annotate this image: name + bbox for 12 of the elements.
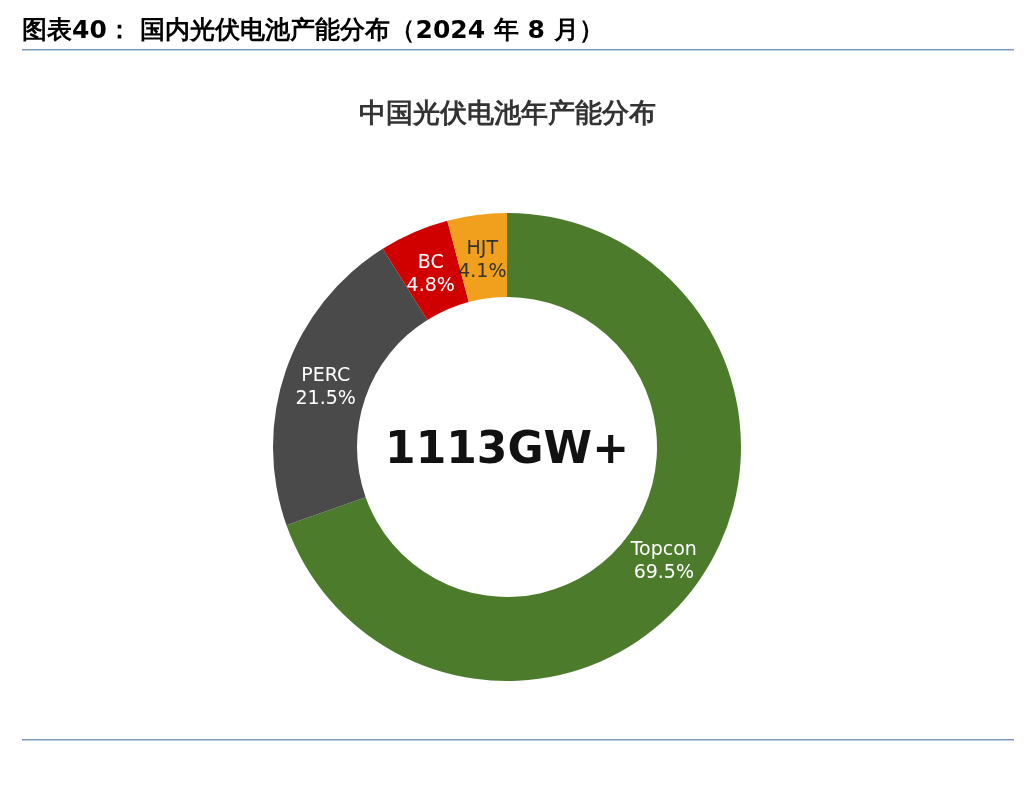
data-label: 69.5% [633,559,695,582]
chart-subtitle: 中国光伏电池年产能分布 [358,97,656,128]
slice-label: Topcon [629,536,697,559]
data-label: 4.8% [406,272,455,295]
donut-slice [286,213,741,681]
slice-label: HJT [466,235,499,258]
slice-label: BC [417,249,444,272]
data-label: 21.5% [295,385,356,408]
slice-label: PERC [301,362,351,385]
text: 1113GW+ [385,422,629,473]
chart-title: 图表40： 国内光伏电池产能分布（2024 年 8 月） [22,15,604,44]
data-label: 4.1% [458,258,507,281]
